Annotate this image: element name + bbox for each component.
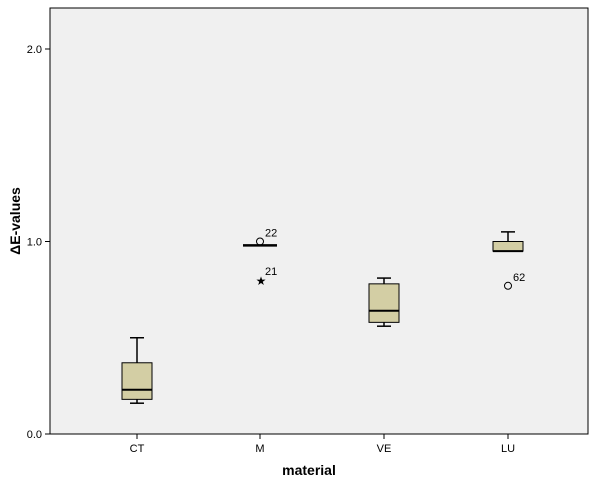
- outlier-label: 62: [513, 272, 525, 284]
- outlier-point: [504, 281, 512, 290]
- outlier-star: ★: [256, 274, 267, 288]
- y-tick-label: 1.0: [27, 237, 42, 249]
- x-axis-title: material: [282, 462, 336, 478]
- x-tick-label: VE: [377, 443, 392, 455]
- x-tick-label: M: [255, 443, 264, 455]
- y-axis-title: ΔE-values: [7, 187, 23, 255]
- y-tick-label: 2.0: [27, 44, 42, 56]
- outlier-point: [256, 237, 264, 246]
- outlier-label: 22: [265, 228, 277, 240]
- y-tick-label: 0.0: [27, 429, 42, 441]
- chart-marks: 0.0 1.0 2.0 CT M VE LU 22 ★21 62: [27, 44, 526, 455]
- box-ct: [121, 362, 153, 400]
- box-lu: [492, 241, 524, 252]
- x-tick-label: CT: [130, 443, 145, 455]
- outlier-label: 21: [265, 266, 277, 278]
- box-ve: [368, 283, 400, 323]
- x-tick-label: LU: [501, 443, 515, 455]
